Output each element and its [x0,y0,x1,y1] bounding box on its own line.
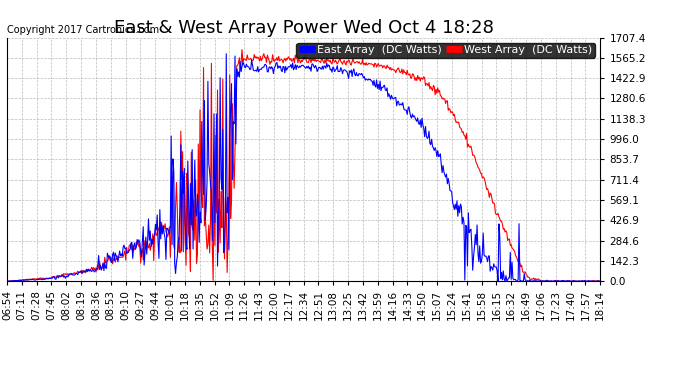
Legend: East Array  (DC Watts), West Array  (DC Watts): East Array (DC Watts), West Array (DC Wa… [296,43,595,58]
Title: East & West Array Power Wed Oct 4 18:28: East & West Array Power Wed Oct 4 18:28 [114,20,493,38]
Text: Copyright 2017 Cartronics.com: Copyright 2017 Cartronics.com [7,25,159,35]
